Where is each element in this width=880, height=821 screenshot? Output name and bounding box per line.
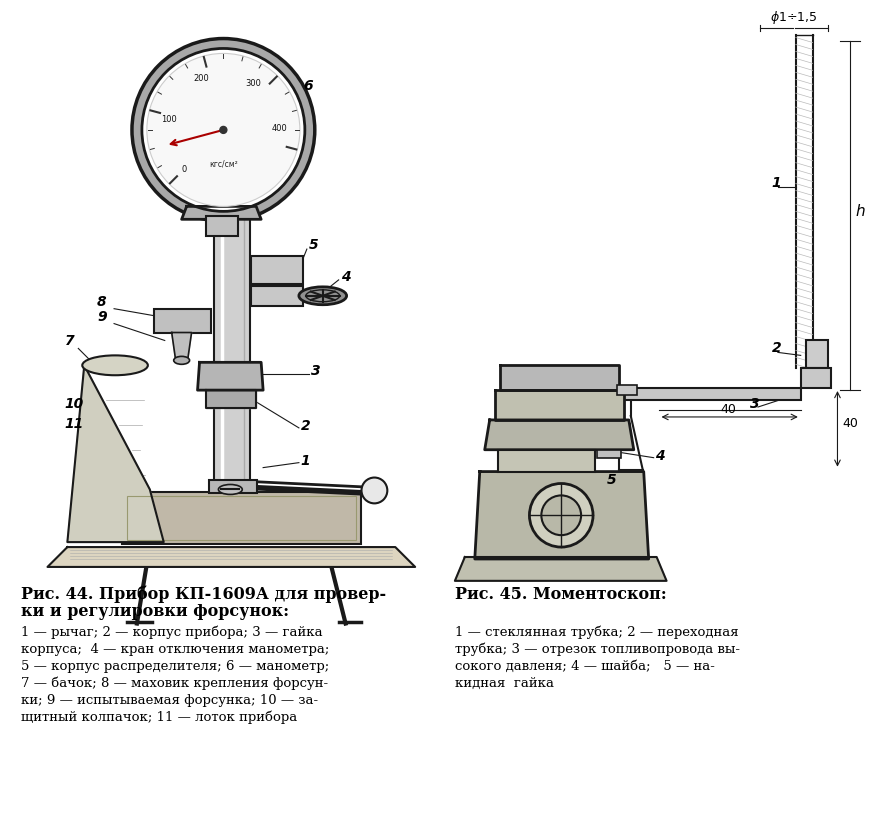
Polygon shape	[455, 557, 666, 580]
Bar	[127, 497, 356, 540]
Circle shape	[530, 484, 593, 547]
Bar	[154, 309, 211, 333]
Text: 1: 1	[772, 176, 781, 190]
Circle shape	[147, 53, 300, 206]
Text: 4: 4	[341, 270, 350, 284]
Polygon shape	[172, 333, 192, 360]
Bar	[619, 388, 801, 400]
Polygon shape	[197, 362, 263, 390]
Text: 5: 5	[309, 238, 319, 252]
Polygon shape	[495, 390, 624, 420]
Bar	[597, 450, 621, 457]
Circle shape	[220, 126, 227, 133]
Circle shape	[362, 478, 387, 503]
Text: 1 — рычаг; 2 — корпус прибора; 3 — гайка: 1 — рычаг; 2 — корпус прибора; 3 — гайка	[20, 626, 322, 640]
Text: ки; 9 — испытываемая форсунка; 10 — за-: ки; 9 — испытываемая форсунка; 10 — за-	[20, 694, 318, 707]
Bar	[207, 216, 238, 236]
Text: 8: 8	[97, 295, 106, 309]
Text: 10: 10	[64, 397, 84, 411]
Text: 7 — бачок; 8 — маховик крепления форсун-: 7 — бачок; 8 — маховик крепления форсун-	[20, 677, 327, 690]
Bar	[806, 341, 827, 369]
Text: 40: 40	[842, 417, 858, 430]
Ellipse shape	[299, 287, 347, 305]
Text: 2: 2	[301, 419, 311, 433]
Text: 1: 1	[301, 454, 311, 468]
Text: Рис. 44. Прибор КП-1609А для провер-: Рис. 44. Прибор КП-1609А для провер-	[20, 585, 385, 603]
Text: 200: 200	[194, 74, 209, 83]
Ellipse shape	[218, 484, 242, 494]
Text: 9: 9	[97, 310, 106, 323]
Text: 5: 5	[607, 474, 617, 488]
Ellipse shape	[173, 356, 189, 365]
Ellipse shape	[82, 355, 148, 375]
Bar	[801, 369, 831, 388]
Polygon shape	[500, 365, 619, 390]
Text: Рис. 45. Моментоскоп:: Рис. 45. Моментоскоп:	[455, 585, 667, 603]
Text: 300: 300	[246, 79, 261, 88]
Text: 40: 40	[720, 403, 736, 416]
Polygon shape	[475, 471, 649, 559]
Text: 1 — стеклянная трубка; 2 — переходная: 1 — стеклянная трубка; 2 — переходная	[455, 626, 738, 640]
Text: корпуса;  4 — кран отключения манометра;: корпуса; 4 — кран отключения манометра;	[20, 644, 329, 656]
Text: 6: 6	[303, 79, 312, 93]
Bar	[497, 450, 595, 471]
Text: 5 — корпус распределителя; 6 — манометр;: 5 — корпус распределителя; 6 — манометр;	[20, 660, 329, 673]
Text: h: h	[855, 204, 865, 219]
Bar	[251, 286, 303, 305]
Text: 0: 0	[181, 165, 187, 174]
Text: 100: 100	[161, 115, 177, 124]
Polygon shape	[181, 206, 261, 219]
Circle shape	[132, 39, 315, 222]
Polygon shape	[68, 365, 164, 542]
Text: 2: 2	[772, 342, 781, 355]
Text: сокого давленя; 4 — шайба;   5 — на-: сокого давленя; 4 — шайба; 5 — на-	[455, 660, 715, 673]
Text: 3: 3	[311, 365, 320, 378]
Text: $\phi$1÷1,5: $\phi$1÷1,5	[770, 9, 818, 25]
Text: 400: 400	[271, 125, 287, 134]
Text: 4: 4	[655, 448, 664, 463]
Circle shape	[142, 48, 304, 211]
Polygon shape	[207, 390, 256, 408]
Bar	[617, 385, 637, 395]
Circle shape	[541, 495, 581, 535]
Polygon shape	[48, 547, 415, 567]
Bar	[209, 479, 257, 493]
Text: кидная  гайка: кидная гайка	[455, 677, 554, 690]
Polygon shape	[485, 420, 634, 450]
Text: трубка; 3 — отрезок топливопровода вы-: трубка; 3 — отрезок топливопровода вы-	[455, 643, 740, 656]
Bar	[215, 216, 250, 493]
Text: 3: 3	[750, 397, 759, 411]
Bar	[251, 256, 303, 284]
Text: 11: 11	[64, 417, 84, 431]
Text: кгс/см²: кгс/см²	[209, 159, 238, 168]
Bar	[122, 493, 361, 544]
Text: ки и регулировки форсунок:: ки и регулировки форсунок:	[20, 603, 289, 620]
Text: щитный колпачок; 11 — лоток прибора: щитный колпачок; 11 — лоток прибора	[20, 710, 297, 724]
Text: 7: 7	[65, 334, 75, 348]
